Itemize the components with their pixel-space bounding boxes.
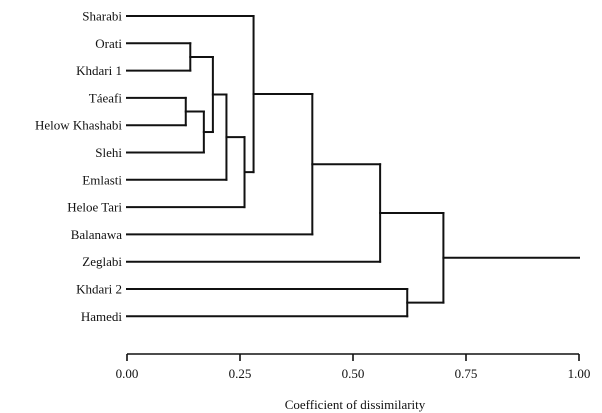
leaf-label: Sharabi xyxy=(82,9,122,24)
leaf-label: Helow Khashabi xyxy=(35,118,122,133)
leaf-label: Khdari 1 xyxy=(76,63,122,78)
x-axis: 0.00 0.25 0.50 0.75 1.00 Coefficient of diss… xyxy=(116,353,591,412)
x-axis-tick-label: 1.00 xyxy=(568,366,591,381)
leaf-label: Emlasti xyxy=(82,172,122,187)
leaf-label: Heloe Tari xyxy=(67,200,122,215)
leaf-label: Slehi xyxy=(95,145,122,160)
x-axis-tick-label: 0.25 xyxy=(229,366,252,381)
x-axis-tick-label: 0.50 xyxy=(342,366,365,381)
x-axis-title: Coefficient of dissimilarity xyxy=(285,397,426,412)
x-axis-tick-label: 0.00 xyxy=(116,366,139,381)
x-axis-ticks: 0.00 0.25 0.50 0.75 1.00 xyxy=(116,354,591,381)
leaf-labels: Sharabi Orati Khdari 1 Táeafi Helow Khashabi… xyxy=(35,9,122,324)
leaf-label: Táeafi xyxy=(89,90,123,105)
x-axis-tick-label: 0.75 xyxy=(455,366,478,381)
leaf-label: Balanawa xyxy=(71,227,122,242)
leaf-label: Hamedi xyxy=(81,309,123,324)
leaf-label: Khdari 2 xyxy=(76,282,122,297)
leaf-label: Orati xyxy=(95,36,122,51)
leaf-label: Zeglabi xyxy=(82,254,122,269)
dendrogram-branches xyxy=(126,15,580,318)
